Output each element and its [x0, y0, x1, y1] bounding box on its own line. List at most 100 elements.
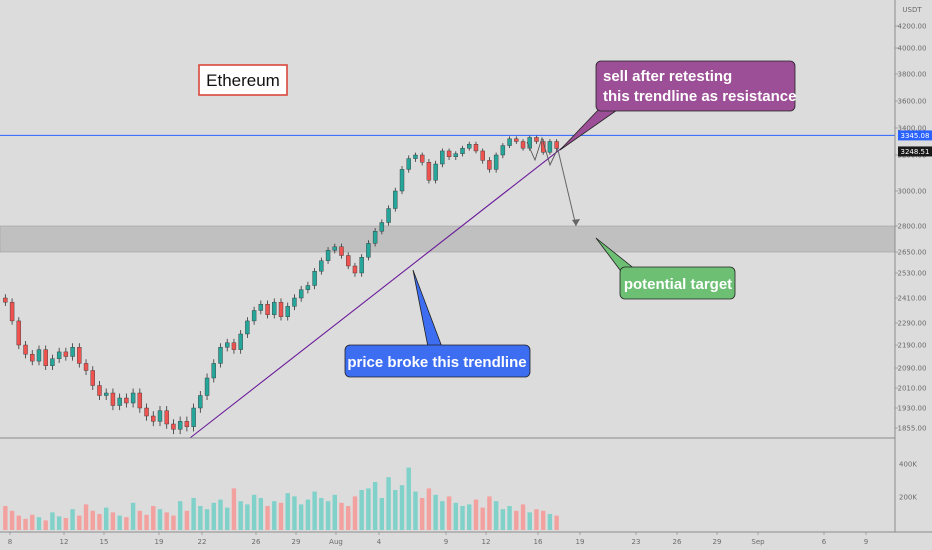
candle-body[interactable]	[77, 347, 82, 364]
candle-body[interactable]	[446, 150, 452, 157]
candle-body[interactable]	[151, 415, 156, 422]
candle-body[interactable]	[157, 410, 163, 422]
candle-body[interactable]	[393, 190, 398, 209]
candle-body[interactable]	[177, 421, 183, 430]
candle-body[interactable]	[211, 363, 216, 379]
candle-body[interactable]	[285, 306, 290, 317]
candle-body[interactable]	[460, 148, 465, 154]
volume-bar	[547, 514, 553, 530]
candle-body[interactable]	[43, 349, 48, 366]
candle-body[interactable]	[258, 304, 264, 311]
sell-callout[interactable]: sell after retesting this trendline as r…	[559, 60, 796, 151]
candle-body[interactable]	[406, 158, 411, 170]
candle-body[interactable]	[534, 137, 539, 142]
candle-body[interactable]	[520, 141, 526, 149]
candle-body[interactable]	[3, 297, 8, 303]
title-box[interactable]: Ethereum	[198, 64, 288, 96]
candle-body[interactable]	[352, 265, 358, 274]
candle-body[interactable]	[413, 154, 418, 159]
price-axis[interactable]: 4200.004000.003800.003600.003400.003200.…	[895, 23, 926, 433]
candle-body[interactable]	[433, 163, 438, 181]
candle-body[interactable]	[50, 358, 55, 366]
candle-body[interactable]	[419, 154, 425, 163]
candle-body[interactable]	[440, 150, 445, 165]
candle-body[interactable]	[514, 138, 519, 142]
candle-body[interactable]	[16, 320, 22, 346]
volume-bar	[43, 520, 48, 530]
candle-body[interactable]	[204, 377, 210, 396]
candle-body[interactable]	[70, 347, 75, 357]
candle-body[interactable]	[9, 301, 15, 322]
candle-body[interactable]	[305, 285, 311, 290]
candle-body[interactable]	[386, 208, 391, 223]
candle-body[interactable]	[493, 154, 499, 170]
trendline[interactable]	[189, 125, 591, 439]
candle-body[interactable]	[97, 385, 102, 396]
candle-body[interactable]	[36, 349, 42, 362]
candle-body[interactable]	[130, 392, 136, 404]
time-axis[interactable]: 8 12 15 19 22 26 29 Aug 4 9 12 16 19 23 26 29 Sep 6 9	[8, 532, 868, 546]
target-zone[interactable]	[0, 225, 896, 253]
candle-body[interactable]	[332, 246, 337, 251]
candle-body[interactable]	[359, 257, 364, 274]
candle-body[interactable]	[325, 250, 331, 261]
candle-body[interactable]	[272, 301, 277, 315]
candle-body[interactable]	[56, 351, 62, 359]
candle-body[interactable]	[480, 150, 485, 161]
candle-body[interactable]	[487, 160, 492, 170]
candle-body[interactable]	[83, 363, 89, 371]
candle-body[interactable]	[339, 246, 344, 256]
candle-body[interactable]	[298, 289, 304, 299]
candle-body[interactable]	[164, 410, 169, 425]
candle-body[interactable]	[117, 397, 122, 406]
candle-body[interactable]	[218, 347, 223, 364]
candle-body[interactable]	[467, 143, 472, 149]
candle-body[interactable]	[137, 392, 143, 409]
volume-bar	[433, 494, 438, 530]
candle-body[interactable]	[231, 342, 237, 350]
broke-callout[interactable]: price broke this trendline	[344, 269, 531, 378]
candle-body[interactable]	[225, 342, 230, 348]
candle-body[interactable]	[184, 421, 190, 427]
candle-body[interactable]	[547, 141, 553, 153]
candle-body[interactable]	[372, 230, 378, 244]
candle-body[interactable]	[90, 370, 95, 386]
volume-bar	[225, 507, 230, 530]
candle-body[interactable]	[366, 243, 371, 258]
candle-body[interactable]	[63, 351, 69, 357]
projection-arrow[interactable]	[557, 149, 577, 227]
candle-body[interactable]	[198, 395, 203, 409]
candle-body[interactable]	[453, 153, 458, 157]
candle-body[interactable]	[191, 407, 196, 427]
candle-body[interactable]	[527, 137, 532, 149]
volume-bar	[500, 509, 506, 530]
candle-body[interactable]	[319, 260, 324, 272]
candle-body[interactable]	[507, 138, 512, 146]
candle-body[interactable]	[104, 392, 109, 396]
candle-body[interactable]	[379, 222, 385, 232]
candle-body[interactable]	[171, 423, 176, 430]
volume-bar	[171, 515, 176, 530]
candle-body[interactable]	[245, 320, 250, 335]
candle-body[interactable]	[144, 407, 149, 417]
volume-bar	[413, 491, 418, 530]
candle-body[interactable]	[292, 297, 297, 307]
candle-body[interactable]	[312, 271, 317, 286]
target-callout[interactable]: potential target	[595, 237, 736, 300]
candle-body[interactable]	[23, 344, 28, 355]
candle-body[interactable]	[554, 141, 559, 149]
candle-body[interactable]	[110, 392, 116, 406]
candle-body[interactable]	[238, 333, 243, 350]
candle-body[interactable]	[500, 145, 506, 156]
candle-body[interactable]	[265, 304, 270, 315]
candle-body[interactable]	[426, 161, 432, 181]
candle-body[interactable]	[278, 301, 284, 317]
candle-body[interactable]	[124, 397, 129, 404]
candle-body[interactable]	[399, 169, 405, 192]
candle-body[interactable]	[30, 354, 35, 362]
candle-body[interactable]	[251, 310, 257, 322]
candle-body[interactable]	[346, 255, 351, 267]
volume-bar	[460, 506, 465, 530]
candle-body[interactable]	[473, 143, 479, 152]
